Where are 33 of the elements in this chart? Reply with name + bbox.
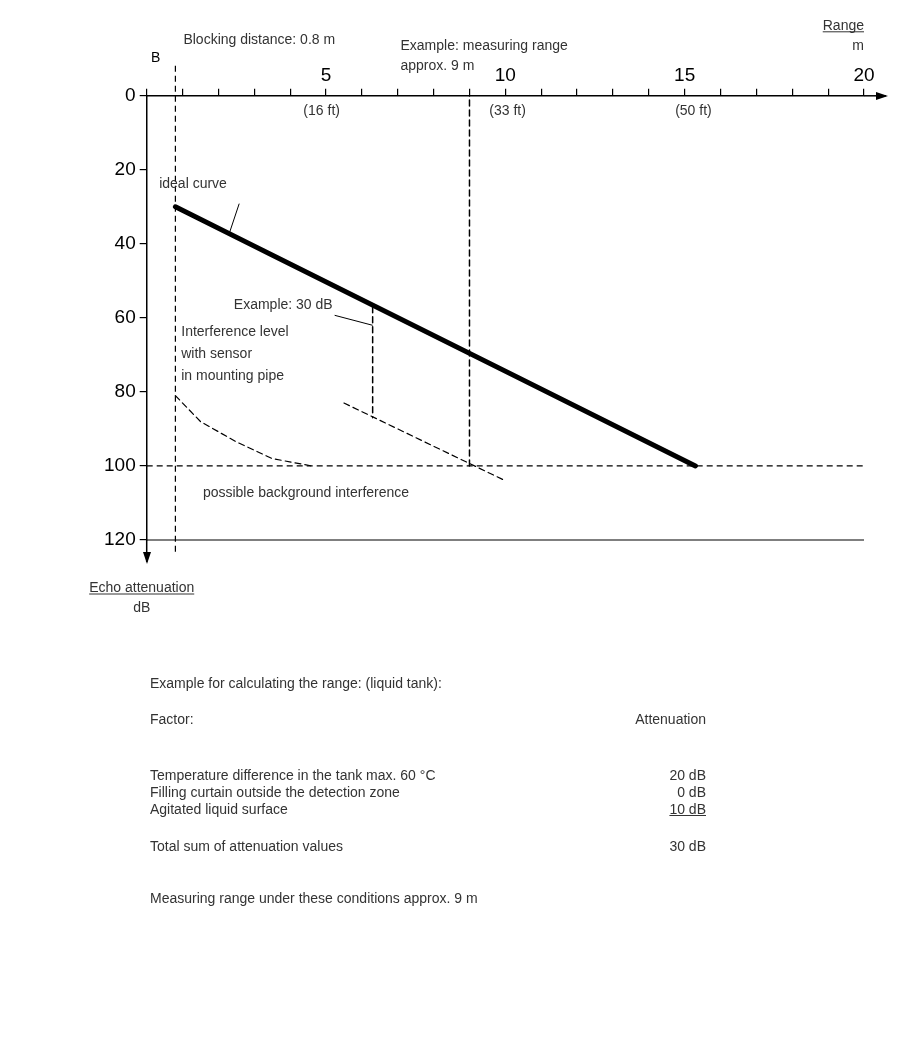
y-tick-label: 20 bbox=[114, 158, 136, 180]
text: Total sum of attenuation values bbox=[150, 838, 344, 855]
text: Temperature difference in the tank max. 60 °C bbox=[150, 767, 436, 784]
ref-line-label: possible background interference bbox=[202, 483, 410, 500]
text: Attenuation bbox=[635, 711, 706, 728]
x2-tick-label: (33 ft) bbox=[489, 101, 526, 118]
x2-tick-label: (16 ft) bbox=[303, 101, 340, 118]
x-tick-label: 5 bbox=[320, 63, 332, 85]
text: Measuring range under these conditions approx. 9 m bbox=[150, 890, 478, 907]
series-label: Interference level with sensor in mounting pipe bbox=[180, 322, 289, 383]
y-tick-label: 40 bbox=[114, 232, 136, 254]
y-tick-label: 120 bbox=[104, 528, 136, 550]
ref-line-label: Blocking distance: 0.8 m bbox=[183, 30, 336, 47]
text: 30 dB bbox=[669, 838, 706, 855]
y-axis-title: Echo attenuation dB bbox=[89, 579, 195, 615]
text: B bbox=[151, 48, 161, 65]
annotation: Example: 30 dB bbox=[233, 296, 333, 313]
text: Example for calculating the range: (liquid tank): bbox=[150, 675, 442, 692]
text: Agitated liquid surface bbox=[150, 801, 288, 818]
x-axis-title: Range m bbox=[822, 16, 865, 53]
text: Filling curtain outside the detection zone bbox=[150, 784, 400, 801]
x2-tick-label: (50 ft) bbox=[675, 101, 712, 118]
y-tick-label: 60 bbox=[114, 306, 136, 328]
x-tick-label: 20 bbox=[853, 63, 875, 85]
y-tick-label: 0 bbox=[125, 84, 136, 106]
y-tick-label: 100 bbox=[104, 454, 136, 476]
text: 0 dB bbox=[677, 784, 706, 801]
text: 20 dB bbox=[669, 767, 706, 784]
series-label: ideal curve bbox=[159, 174, 228, 191]
text: Factor: bbox=[150, 711, 194, 728]
x-tick-label: 15 bbox=[674, 63, 696, 85]
text: 10 dB bbox=[669, 801, 706, 818]
y-tick-label: 80 bbox=[114, 380, 136, 402]
